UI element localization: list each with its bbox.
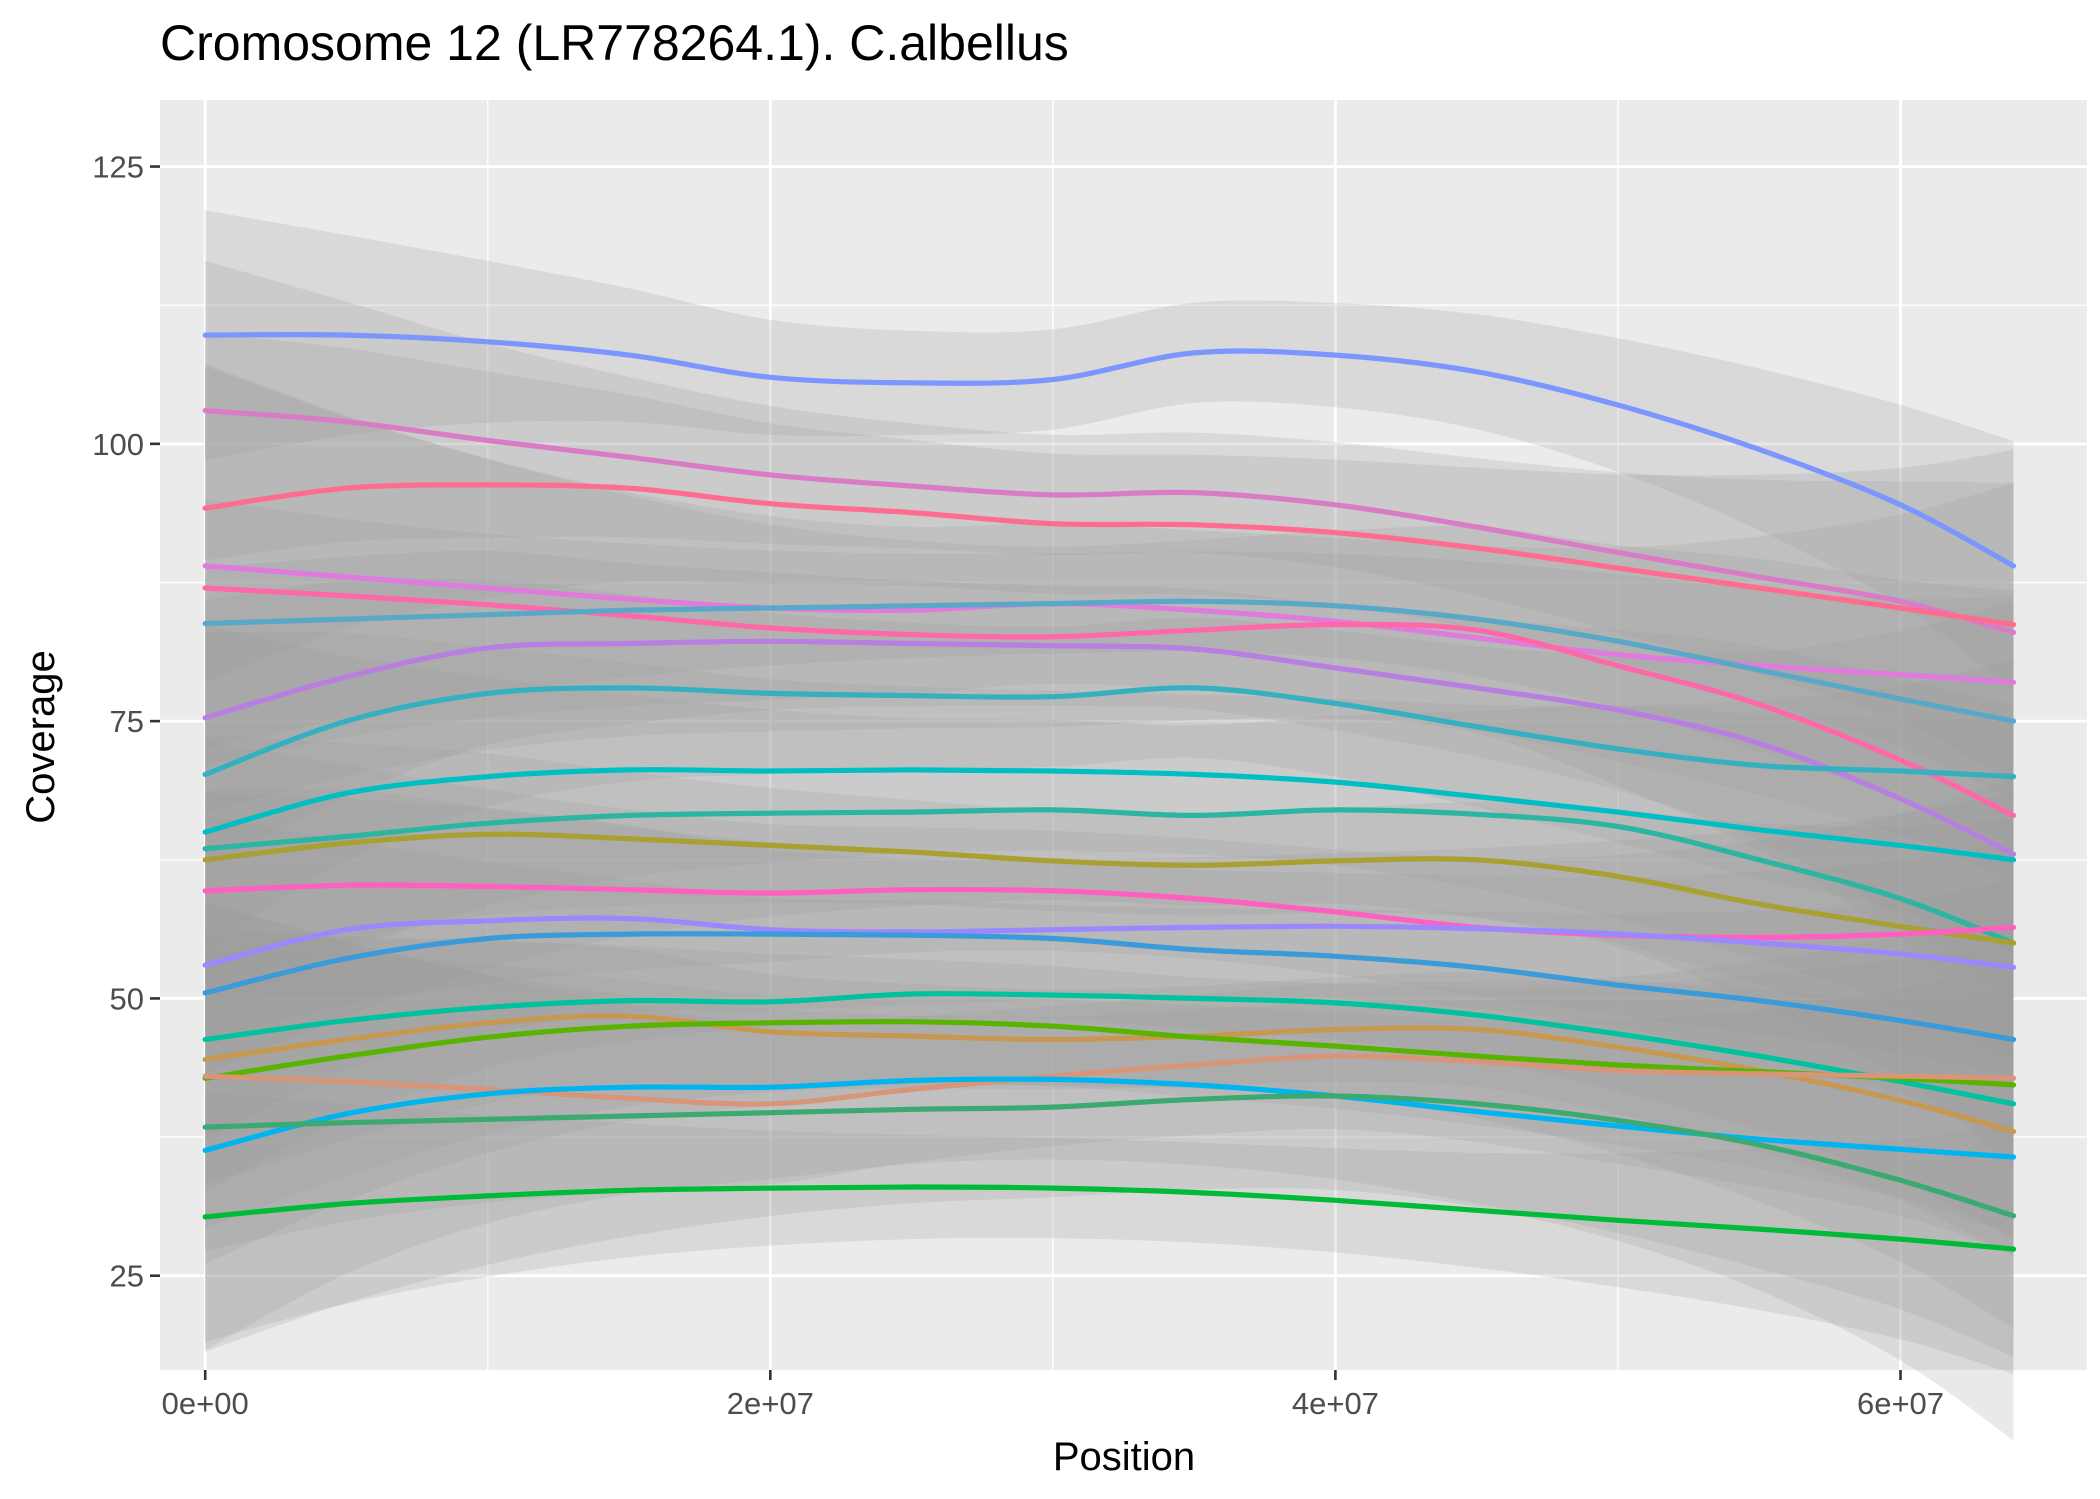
- smooth-lines: [202, 332, 2017, 1252]
- series-line: [202, 915, 2017, 970]
- series-line: [202, 598, 2017, 724]
- series-line: [202, 807, 2017, 946]
- series-line: [202, 482, 2017, 628]
- y-tick-label: 125: [92, 150, 144, 185]
- confidence-ribbon: [205, 1092, 2014, 1374]
- series-line: [202, 638, 2017, 857]
- series-line: [202, 685, 2017, 780]
- series-line: [202, 1184, 2017, 1252]
- grid-major: [160, 100, 2087, 1370]
- y-tick-label: 25: [110, 1259, 144, 1294]
- confidence-ribbon: [205, 333, 2014, 800]
- series-line: [202, 332, 2017, 569]
- y-axis-title: Coverage: [19, 650, 63, 823]
- y-tick-label: 50: [110, 981, 144, 1016]
- x-tick-label: 4e+07: [1292, 1386, 1379, 1421]
- confidence-ribbon: [205, 950, 2014, 1357]
- series-line: [202, 1093, 2017, 1219]
- series-line: [202, 991, 2017, 1107]
- confidence-ribbon: [205, 793, 2014, 1240]
- x-axis-title: Position: [1053, 1435, 1195, 1479]
- series-line: [202, 585, 2017, 818]
- series-line: [202, 931, 2017, 1043]
- y-axis: 25 50 75 100 125: [92, 150, 160, 1294]
- confidence-ribbon: [205, 363, 2014, 1040]
- y-tick-label: 75: [110, 704, 144, 739]
- series-line: [202, 882, 2017, 941]
- series-line: [202, 1013, 2017, 1135]
- confidence-ribbon: [205, 934, 2014, 1257]
- series-line: [202, 831, 2017, 946]
- confidence-ribbon: [205, 210, 2014, 691]
- series-line: [202, 767, 2017, 863]
- series-line: [202, 408, 2017, 635]
- confidence-ribbon: [205, 788, 2014, 1143]
- y-tick-label: 100: [92, 427, 144, 462]
- series-line: [202, 1018, 2017, 1088]
- x-axis: 0e+00 2e+07 4e+07 6e+07: [162, 1370, 1944, 1421]
- confidence-ribbon: [205, 624, 2014, 1168]
- chart-title: Cromosome 12 (LR778264.1). C.albellus: [160, 15, 1069, 71]
- plot-panel: [160, 100, 2087, 1370]
- confidence-ribbon: [205, 901, 2014, 1253]
- confidence-ribbon: [205, 260, 2014, 783]
- confidence-ribbon: [205, 741, 2014, 1078]
- x-tick-label: 6e+07: [1857, 1386, 1944, 1421]
- grid-minor: [160, 100, 2087, 1370]
- confidence-ribbon: [205, 578, 2014, 952]
- x-tick-label: 2e+07: [727, 1386, 814, 1421]
- confidence-ribbon: [205, 366, 2014, 882]
- confidence-ribbon: [205, 550, 2014, 1004]
- confidence-ribbon: [205, 498, 2014, 846]
- x-tick-label: 0e+00: [162, 1386, 249, 1421]
